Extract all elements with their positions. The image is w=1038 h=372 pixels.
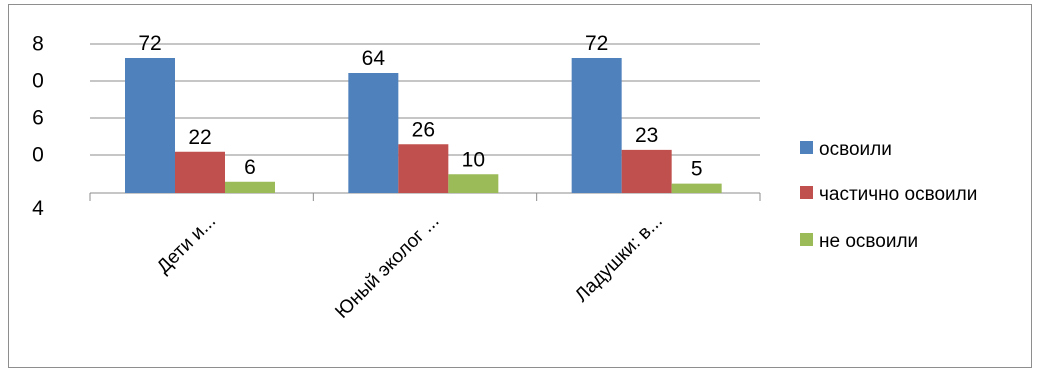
legend-label: не освоили [819,231,918,252]
y-tick-line: 4 [32,197,44,220]
legend-swatch [800,141,813,154]
legend-swatch [800,186,813,199]
y-axis-ticks: 8 06 04 [32,33,44,221]
data-label: 6 [244,156,256,179]
category-label: Дети и... [153,211,220,278]
x-axis [89,193,761,201]
legend-label: частично освоили [819,184,977,205]
bar [225,181,275,193]
data-label: 22 [188,126,211,149]
bar [571,58,622,193]
bars-group [125,58,722,193]
bar [448,174,499,193]
data-label: 10 [462,148,485,171]
legend-swatch [800,233,813,246]
y-tick-line: 6 [32,107,44,130]
y-tick-line: 0 [32,70,44,93]
data-label: 26 [412,118,435,141]
category-label: Юный эколог ... [331,211,443,323]
bar [348,73,399,193]
bar [671,183,722,193]
data-label: 5 [691,158,703,181]
data-labels-group: 72 22 6 64 26 10 72 23 5 [138,32,702,181]
bar [175,151,225,193]
legend: освоили частично освоили не освоили [800,139,977,252]
data-label: 72 [138,32,161,55]
data-label: 23 [635,124,658,147]
category-label: Ладушки: в... [571,211,667,307]
bar [125,58,175,193]
data-label: 72 [585,32,608,55]
y-tick-label: 4 [32,197,44,220]
bar [398,144,449,193]
bar [621,149,672,193]
y-tick-line: 0 [32,144,44,167]
y-tick-line: 8 [32,33,44,56]
data-label: 64 [362,47,386,70]
category-labels: Дети и... Юный эколог ... Ладушки: в... [153,211,667,323]
legend-label: освоили [819,139,892,160]
